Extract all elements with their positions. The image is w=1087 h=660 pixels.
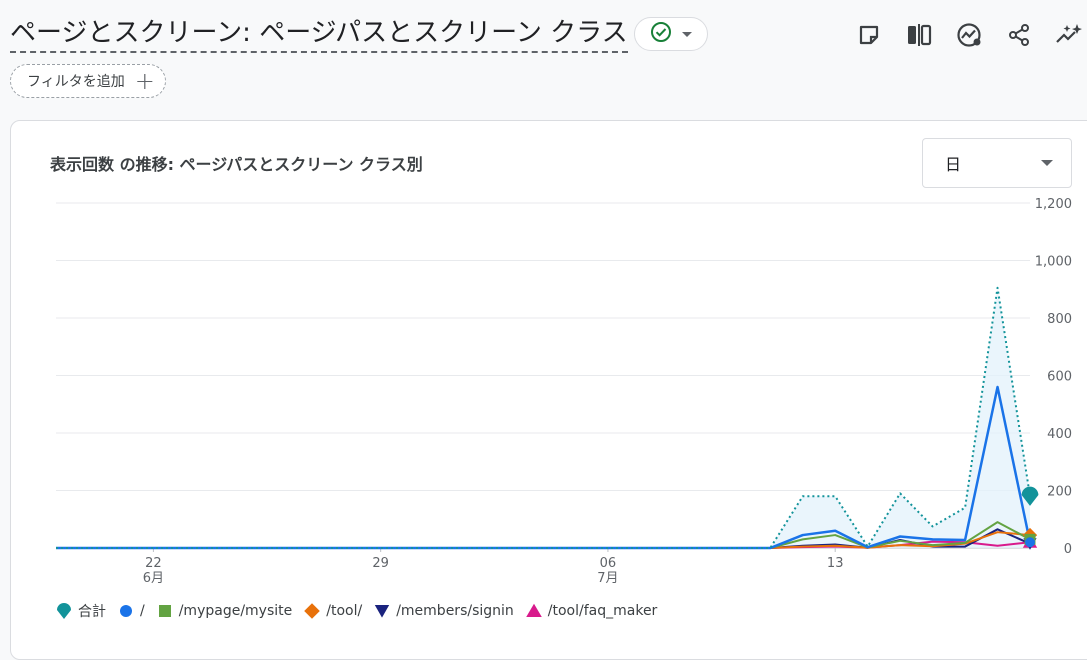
x-tick-label-month: 6月 xyxy=(143,571,164,586)
add-filter-label: フィルタを追加 xyxy=(27,74,125,90)
legend-item[interactable]: /mypage/mysite xyxy=(157,601,293,621)
series-end-marker xyxy=(1021,486,1039,506)
plus-icon: + xyxy=(134,67,155,95)
legend-label: /mypage/mysite xyxy=(178,603,293,619)
legend-marker-icon xyxy=(375,605,390,618)
y-tick-label: 0 xyxy=(1064,542,1072,557)
y-tick-label: 1,200 xyxy=(1035,197,1072,212)
add-filter-button[interactable]: フィルタを追加 + xyxy=(10,64,166,98)
x-tick-label: 22 xyxy=(145,556,162,571)
legend-marker-icon xyxy=(525,603,542,617)
series-line xyxy=(56,286,1031,549)
legend-marker-icon xyxy=(57,603,71,619)
x-tick-label-month: 7月 xyxy=(597,571,618,586)
x-tick-label: 13 xyxy=(827,556,844,571)
legend-item[interactable]: /members/signin xyxy=(374,601,514,621)
series-end-marker xyxy=(1025,537,1035,548)
legend-label: /members/signin xyxy=(396,603,514,619)
total-area xyxy=(56,287,1030,548)
data-status-dropdown[interactable] xyxy=(633,17,708,51)
x-tick-label: 06 xyxy=(600,556,617,571)
check-circle-icon xyxy=(650,21,672,47)
compare-icon[interactable] xyxy=(905,18,933,52)
legend-label: / xyxy=(140,603,145,619)
sparkle-insights-icon[interactable] xyxy=(1055,18,1083,52)
insights-trend-icon[interactable] xyxy=(955,18,983,52)
legend-item[interactable]: /tool/ xyxy=(304,601,362,621)
legend-marker-icon xyxy=(120,605,132,617)
share-icon[interactable] xyxy=(1005,18,1033,52)
legend-label: 合計 xyxy=(78,604,106,620)
y-tick-label: 1,000 xyxy=(1035,255,1072,270)
chart-card xyxy=(10,120,1087,660)
legend-marker-icon xyxy=(304,603,321,619)
page-title[interactable]: ページとスクリーン: ページパスとスクリーン クラス xyxy=(10,16,628,53)
legend-marker-icon xyxy=(158,605,171,617)
period-select-value: 日 xyxy=(945,155,962,174)
period-select[interactable]: 日 xyxy=(922,138,1072,188)
legend-item[interactable]: / xyxy=(118,601,145,621)
chevron-down-icon xyxy=(1041,160,1053,166)
y-tick-label: 600 xyxy=(1047,370,1072,385)
x-tick-label: 29 xyxy=(372,556,389,571)
y-tick-label: 200 xyxy=(1047,485,1072,500)
chart-legend: 合計 / /mypage/mysite/tool/ /members/signin/t… xyxy=(56,601,657,621)
title-row: ページとスクリーン: ページパスとスクリーン クラス xyxy=(10,14,708,54)
chart-title: 表示回数 の推移: ページパスとスクリーン クラス別 xyxy=(50,155,423,174)
legend-item[interactable]: 合計 xyxy=(56,601,106,621)
y-tick-label: 400 xyxy=(1047,427,1072,442)
legend-item[interactable]: /tool/faq_maker xyxy=(525,601,658,621)
report-toolbar xyxy=(855,18,1083,52)
legend-label: /tool/faq_maker xyxy=(547,603,658,619)
note-icon[interactable] xyxy=(855,18,883,52)
chevron-down-icon xyxy=(681,31,692,37)
y-tick-label: 800 xyxy=(1047,312,1072,327)
legend-label: /tool/ xyxy=(326,603,363,619)
